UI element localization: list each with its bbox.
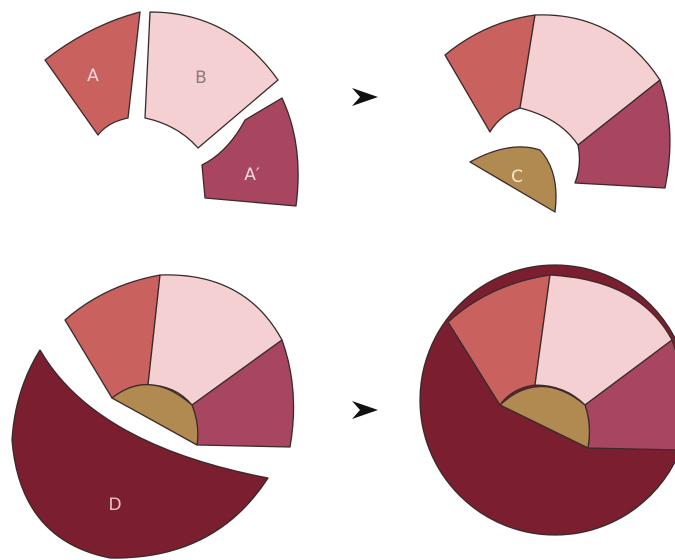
stage-four — [419, 264, 675, 536]
piece-b — [144, 11, 279, 149]
arrow — [352, 401, 378, 419]
stage-three: D — [11, 274, 295, 559]
label-a: A — [87, 66, 99, 86]
piece-c — [111, 384, 199, 446]
stage-two: C — [444, 14, 671, 213]
piece-red — [64, 274, 161, 399]
label-a-prime: A′ — [244, 165, 260, 185]
piece-red — [444, 14, 536, 133]
piece-rose — [574, 79, 671, 189]
label-b: B — [195, 68, 207, 88]
piece-a — [44, 11, 141, 136]
arrow — [352, 88, 378, 106]
piece-pink — [534, 274, 673, 406]
label-d: D — [108, 495, 121, 515]
piece-a-prime — [201, 97, 299, 207]
piece-d — [11, 349, 269, 559]
label-c: C — [511, 167, 523, 187]
piece-c — [469, 146, 557, 213]
stage-one: A B A′ — [44, 11, 299, 207]
piece-c — [499, 386, 591, 449]
